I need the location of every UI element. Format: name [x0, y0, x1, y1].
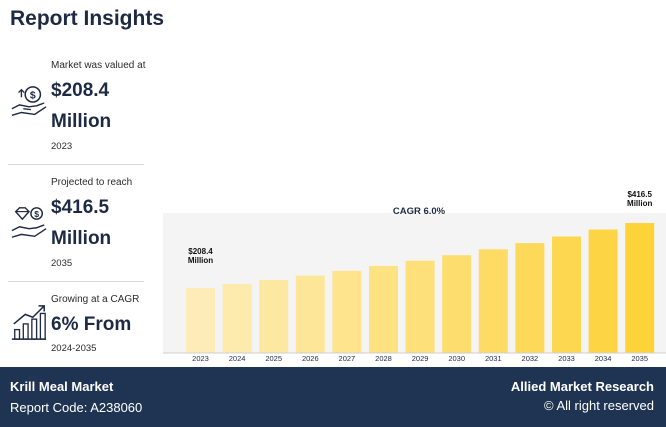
report-code: Report Code: A238060 [10, 400, 143, 415]
svg-text:$: $ [30, 90, 36, 101]
chart-title: CAGR 6.0% [393, 206, 446, 217]
bar-2034 [588, 229, 618, 353]
bar-2023 [186, 287, 215, 353]
stat-year: 2023 [51, 141, 73, 152]
stat-label: Projected to reach [51, 177, 133, 188]
value-annotation: Million [188, 256, 213, 265]
bar-2030 [442, 255, 472, 353]
x-tick-label: 2034 [595, 354, 612, 363]
x-tick-label: 2031 [485, 354, 502, 363]
stat-divider [8, 164, 144, 165]
bar-2024 [222, 284, 252, 353]
bar-2027 [332, 270, 362, 353]
stat-unit: Million [51, 228, 112, 249]
page-title: Report Insights [10, 7, 165, 30]
x-tick-label: 2029 [412, 354, 429, 363]
bar-2031 [478, 249, 508, 353]
x-tick-label: 2035 [631, 354, 648, 363]
stat-market-value: $ Market was valued at $208.4 Million 20… [8, 58, 146, 162]
x-tick-label: 2030 [448, 354, 465, 363]
bar-2035 [625, 223, 655, 353]
x-tick-label: 2024 [229, 354, 246, 363]
bar-2026 [295, 275, 325, 353]
x-tick-label: 2027 [339, 354, 356, 363]
bar-2025 [259, 279, 289, 353]
stat-year: 2024-2035 [51, 343, 97, 354]
stat-label: Market was valued at [51, 60, 146, 71]
diamond-dollar-hand-icon: $ [11, 207, 47, 238]
bar-2033 [552, 236, 581, 353]
value-annotation: $208.4 [188, 247, 213, 256]
x-tick-label: 2025 [265, 354, 282, 363]
stat-value: $208.4 [51, 80, 110, 101]
x-tick-label: 2033 [558, 354, 575, 363]
value-annotation: Million [627, 199, 652, 208]
stat-projected-value: $ Projected to reach $416.5 Million 2035 [8, 175, 144, 279]
x-tick-label: 2026 [302, 354, 319, 363]
x-tick-label: 2032 [522, 354, 539, 363]
market-name: Krill Meal Market [10, 379, 114, 394]
footer: Krill Meal Market Report Code: A238060 A… [0, 367, 666, 427]
stat-label: Growing at a CAGR [51, 294, 140, 305]
growth-chart-icon [11, 305, 47, 340]
bar-chart: CAGR 6.0% 2023 2024 2025 2026 2027 2028 2029 20… [163, 190, 666, 363]
x-tick-label: 2028 [375, 354, 392, 363]
money-hand-icon: $ [11, 86, 47, 117]
stat-cagr: Growing at a CAGR 6% From 2024-2035 [8, 292, 144, 362]
stat-year: 2035 [51, 258, 73, 269]
stat-value: 6% From [51, 314, 132, 335]
x-tick-label: 2023 [192, 354, 209, 363]
bar-2028 [369, 265, 398, 353]
stat-unit: Million [51, 111, 112, 132]
bar-2032 [515, 243, 545, 353]
svg-text:$: $ [34, 209, 39, 219]
value-annotation: $416.5 [627, 190, 652, 199]
brand-name: Allied Market Research [510, 379, 654, 394]
copyright: © All right reserved [543, 398, 654, 413]
stat-divider [8, 281, 144, 282]
bar-2029 [405, 260, 435, 353]
stat-value: $416.5 [51, 197, 110, 218]
